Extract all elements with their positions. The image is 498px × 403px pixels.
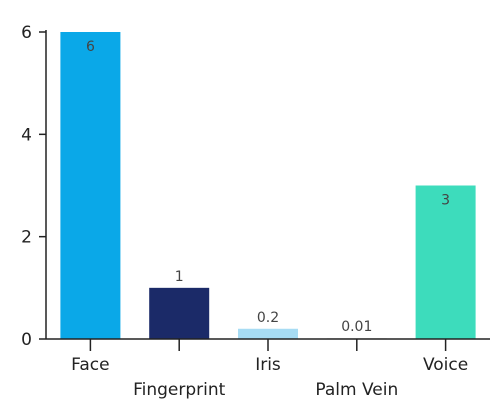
data-label: 1 — [175, 269, 184, 285]
data-label: 3 — [441, 193, 450, 209]
x-tick-label: Iris — [255, 355, 281, 375]
data-label: 0.01 — [341, 319, 372, 335]
y-tick-label: 2 — [21, 228, 32, 248]
x-tick-label: Palm Vein — [315, 380, 398, 400]
x-tick-label: Voice — [423, 355, 468, 375]
x-tick-label: Fingerprint — [133, 380, 226, 400]
y-tick-label: 4 — [21, 125, 32, 145]
data-labels: 6 1 0.2 0.01 3 — [86, 39, 450, 335]
x-axis: Face Fingerprint Iris Palm Vein Voice — [46, 338, 490, 400]
y-tick-label: 0 — [21, 330, 32, 350]
bars — [60, 32, 476, 339]
y-axis: 0 2 4 6 — [21, 23, 47, 350]
data-label: 0.2 — [257, 310, 279, 326]
data-label: 6 — [86, 39, 95, 55]
y-tick-label: 6 — [21, 23, 32, 43]
x-tick-label: Face — [71, 355, 109, 375]
bar — [149, 287, 210, 339]
bar — [238, 328, 298, 339]
bar — [60, 32, 121, 339]
bar — [415, 185, 476, 339]
